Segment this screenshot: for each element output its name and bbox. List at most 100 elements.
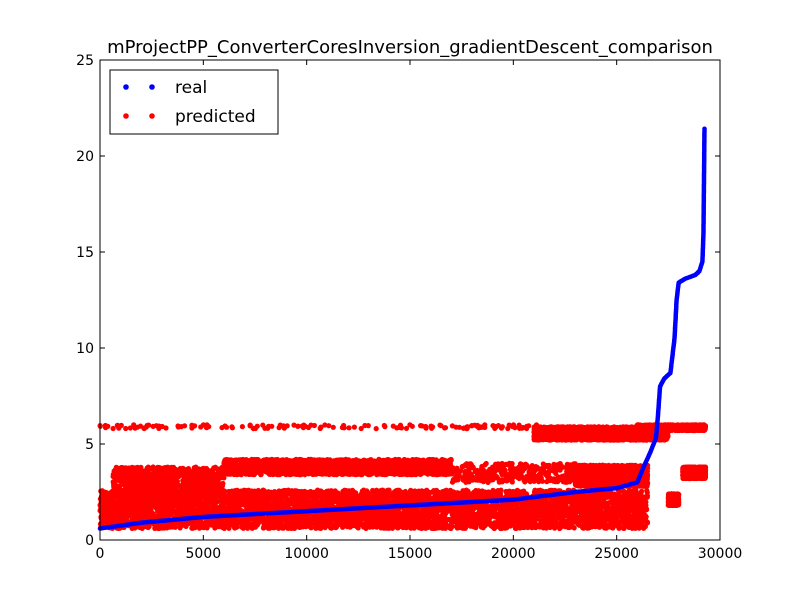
predicted-point (601, 500, 607, 506)
predicted-point (530, 517, 536, 523)
predicted-point (602, 520, 608, 526)
predicted-point (285, 501, 291, 507)
predicted-point (427, 521, 433, 527)
predicted-point (402, 524, 408, 530)
plot-area (97, 60, 720, 540)
predicted-point (232, 517, 238, 524)
predicted-point (573, 517, 580, 523)
predicted-point (632, 503, 638, 509)
predicted-point (352, 522, 358, 528)
predicted-point (336, 518, 342, 525)
predicted-point (462, 525, 469, 531)
predicted-point (502, 525, 508, 531)
predicted-point (447, 507, 453, 513)
predicted-point (136, 505, 142, 511)
predicted-point (279, 504, 285, 510)
predicted-point (392, 491, 398, 497)
predicted-point (420, 497, 426, 503)
predicted-point (563, 500, 569, 507)
predicted-point (255, 488, 262, 494)
predicted-point (638, 492, 644, 498)
predicted-point (525, 515, 532, 521)
predicted-point (129, 500, 135, 506)
predicted-point (248, 488, 254, 494)
predicted-point (120, 514, 126, 520)
predicted-point (213, 508, 219, 514)
predicted-point (252, 507, 258, 513)
predicted-point (443, 521, 449, 527)
predicted-point (449, 496, 455, 502)
predicted-point (594, 504, 600, 510)
predicted-point (263, 520, 269, 526)
predicted-point (314, 494, 320, 500)
predicted-point (271, 524, 277, 531)
predicted-point (514, 502, 520, 508)
predicted-point (476, 511, 482, 517)
predicted-point (102, 496, 108, 502)
predicted-point (370, 524, 376, 530)
predicted-point (506, 503, 513, 509)
predicted-point (533, 512, 539, 518)
predicted-point (538, 502, 545, 508)
predicted-point (454, 522, 460, 528)
predicted-point (116, 512, 122, 518)
predicted-point (559, 519, 565, 525)
predicted-point (138, 511, 145, 517)
predicted-point (595, 515, 602, 522)
predicted-point (150, 503, 156, 509)
predicted-point (311, 519, 317, 525)
predicted-point (138, 493, 144, 499)
predicted-point (382, 516, 388, 522)
predicted-point (107, 511, 113, 518)
predicted-point (531, 489, 538, 495)
predicted-point (529, 525, 535, 531)
predicted-point (627, 502, 633, 508)
predicted-point (303, 518, 309, 524)
predicted-point (518, 508, 524, 514)
predicted-point (278, 493, 284, 499)
predicted-point (204, 522, 210, 528)
predicted-point (345, 496, 351, 502)
predicted-point (197, 499, 203, 505)
predicted-point (611, 503, 617, 509)
predicted-point (129, 510, 135, 516)
predicted-point (232, 525, 238, 531)
predicted-point (350, 498, 356, 504)
predicted-point (209, 498, 215, 504)
predicted-point (449, 519, 455, 525)
predicted-point (388, 517, 394, 523)
predicted-point (558, 512, 564, 518)
predicted-point (114, 517, 120, 523)
predicted-point (630, 525, 636, 531)
predicted-point (417, 522, 424, 529)
predicted-point (167, 524, 173, 530)
predicted-point (110, 499, 116, 506)
predicted-point (283, 490, 289, 496)
predicted-point (226, 525, 232, 531)
predicted-point (183, 523, 189, 530)
predicted-point (484, 504, 491, 510)
predicted-point (356, 500, 362, 506)
predicted-point (268, 520, 274, 526)
predicted-point (411, 522, 417, 528)
predicted-point (232, 498, 238, 505)
predicted-point (361, 490, 367, 496)
predicted-point (606, 494, 612, 500)
predicted-point (229, 488, 235, 494)
predicted-point (531, 503, 537, 509)
predicted-point (423, 525, 429, 531)
predicted-point (407, 511, 413, 517)
predicted-point (193, 509, 199, 515)
predicted-point (396, 520, 402, 526)
predicted-point (142, 503, 148, 509)
predicted-point (616, 498, 623, 504)
predicted-point (414, 496, 420, 502)
predicted-point (323, 499, 329, 505)
predicted-point (463, 520, 469, 526)
predicted-point (229, 493, 235, 499)
predicted-point (238, 495, 245, 501)
predicted-point (616, 525, 622, 531)
predicted-point (571, 498, 577, 504)
predicted-point (625, 507, 631, 513)
